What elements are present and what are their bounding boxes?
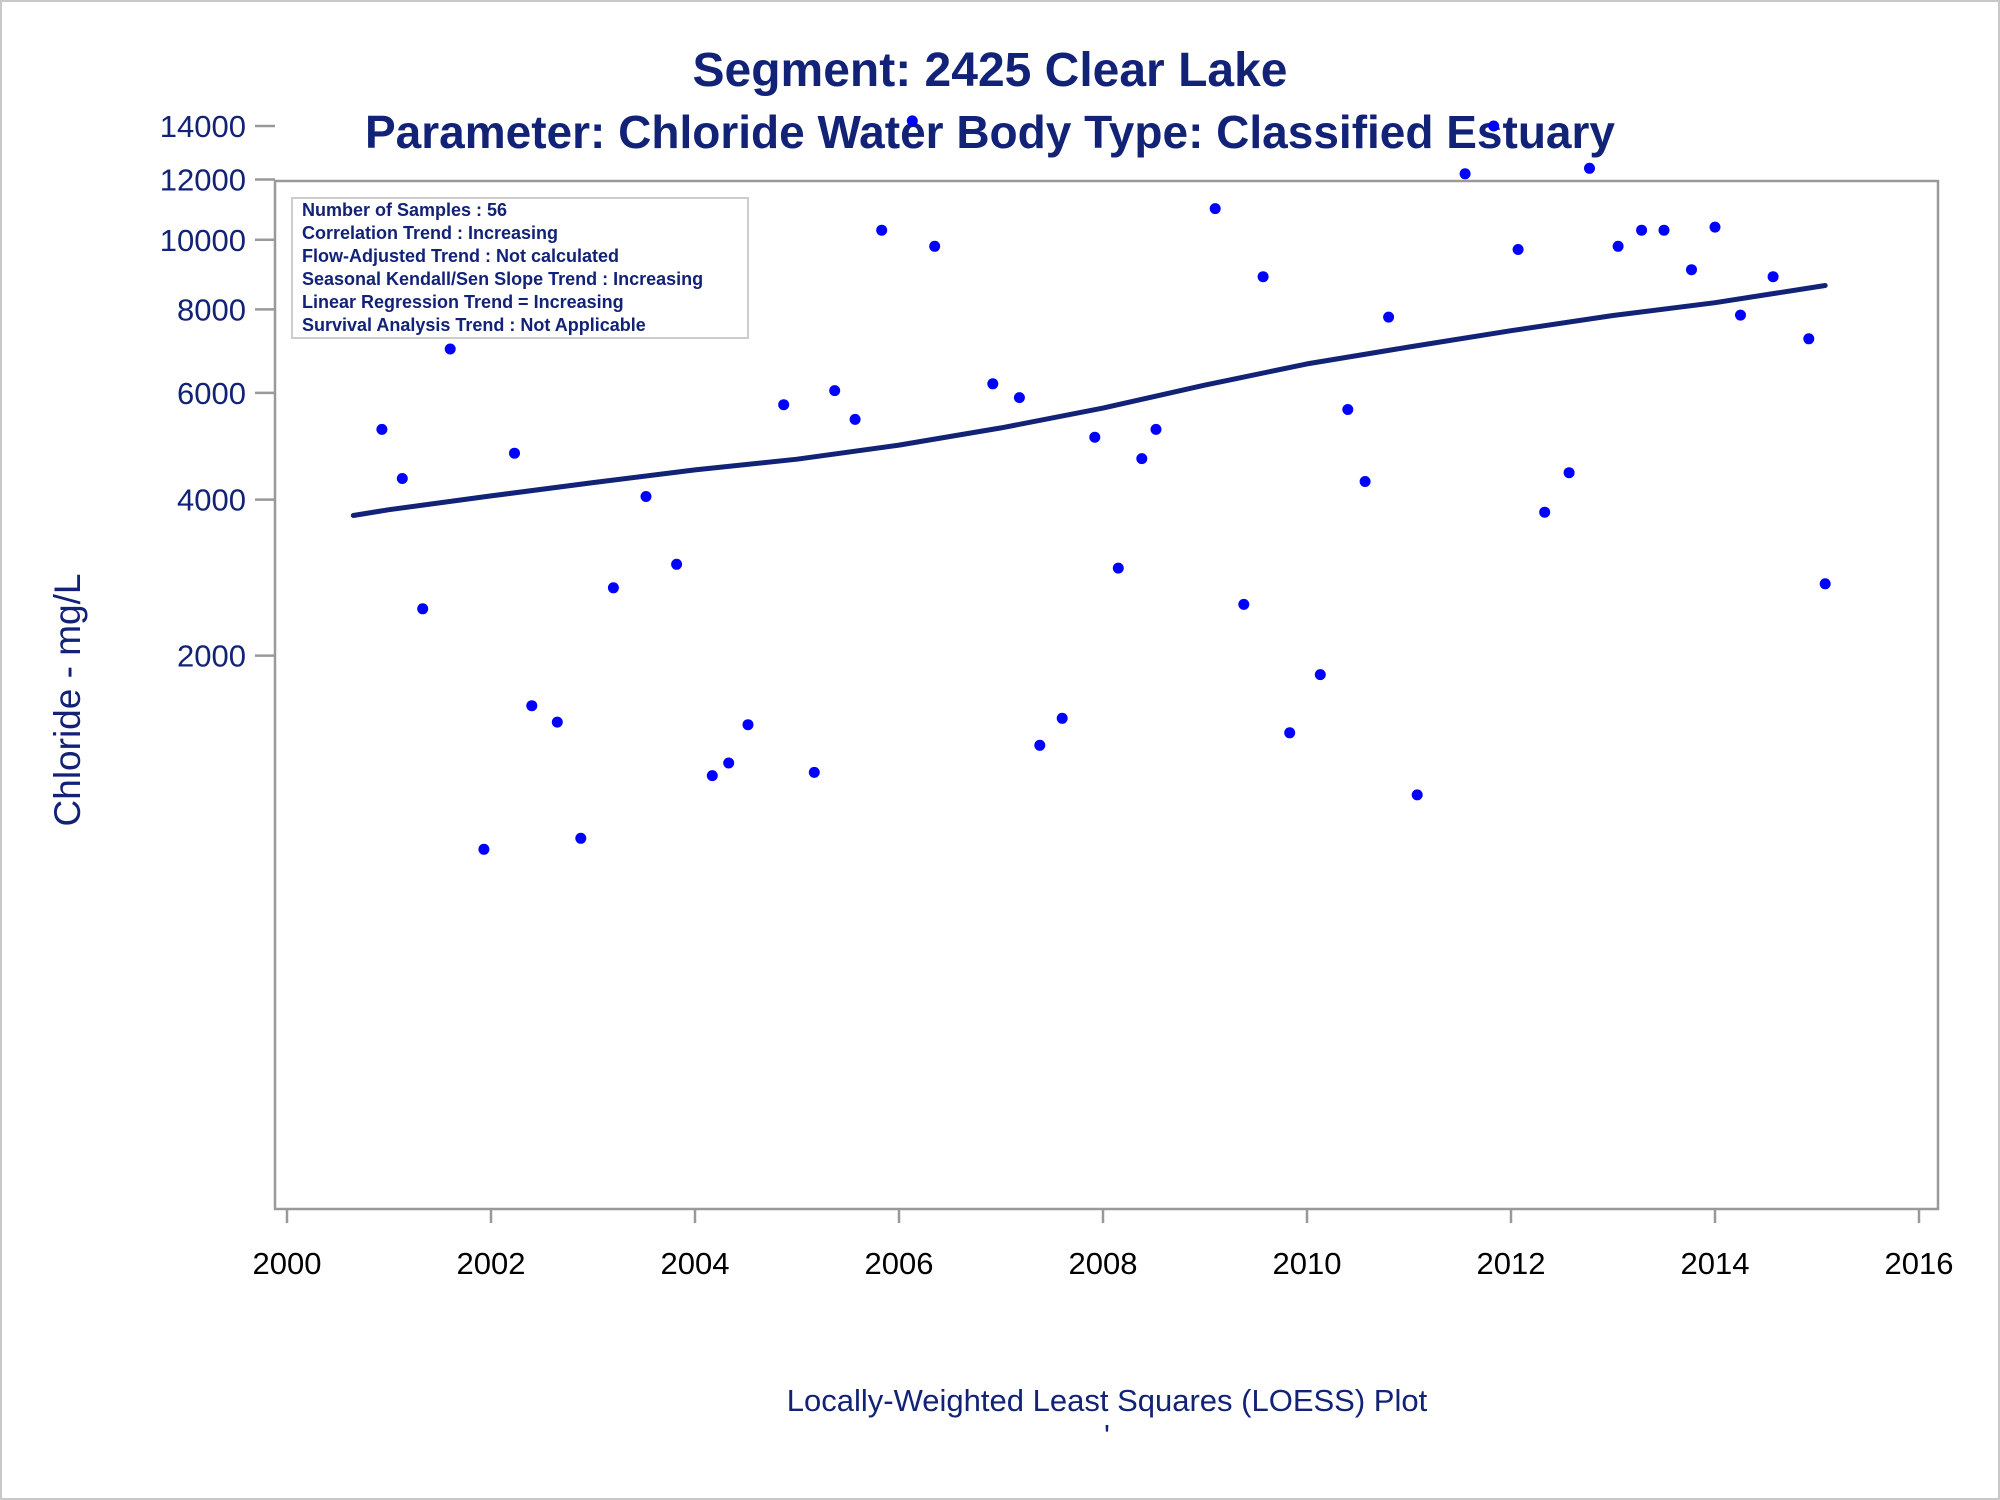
data-point — [1512, 244, 1524, 255]
x-tick-label: 2014 — [1681, 1246, 1750, 1281]
x-tick-label: 2000 — [253, 1246, 322, 1281]
y-tick-label: 8000 — [177, 292, 246, 327]
data-point — [1314, 669, 1326, 681]
y-tick-label: 10000 — [160, 223, 246, 258]
data-point — [742, 719, 754, 731]
data-point — [575, 832, 587, 844]
x-tick-label: 2012 — [1477, 1246, 1546, 1281]
data-point — [1709, 221, 1721, 233]
chart-title: Segment: 2425 Clear Lake — [693, 44, 1288, 97]
data-point — [876, 224, 888, 236]
data-point — [1056, 712, 1068, 724]
data-point — [1584, 162, 1595, 174]
data-point — [1459, 168, 1471, 180]
data-point — [1563, 467, 1575, 479]
data-point — [1658, 224, 1670, 236]
y-tick-label: 12000 — [160, 162, 246, 197]
x-axis: 2000 2002 2004 2006 2008 2010 2012 2014 2016 — [253, 1209, 1954, 1281]
data-point — [526, 700, 538, 712]
data-point — [1539, 506, 1551, 518]
data-point — [1150, 423, 1162, 435]
x-tick-label: 2010 — [1273, 1246, 1342, 1281]
data-point — [551, 716, 563, 728]
data-point — [906, 115, 918, 127]
data-point — [444, 343, 456, 355]
stats-line-6: Survival Analysis Trend : Not Applicable — [302, 315, 646, 335]
data-point — [778, 399, 790, 411]
data-point — [1013, 392, 1025, 404]
y-tick-label: 6000 — [177, 376, 246, 411]
x-tick-label: 2016 — [1885, 1246, 1954, 1281]
data-point — [1383, 311, 1395, 323]
y-axis-label: Chloride - mg/L — [47, 574, 88, 827]
data-point — [1209, 203, 1221, 215]
data-point — [1089, 431, 1101, 443]
data-point — [607, 582, 619, 594]
data-point — [640, 491, 652, 502]
stats-line-5: Linear Regression Trend = Increasing — [302, 292, 624, 312]
loess-line — [350, 283, 1828, 518]
y-tick-label: 2000 — [177, 639, 246, 674]
data-point — [1636, 224, 1648, 236]
stats-box: Number of Samples : 56 Correlation Trend… — [291, 197, 749, 339]
data-point — [1488, 120, 1500, 132]
data-point — [376, 423, 388, 435]
stats-line-1: Number of Samples : 56 — [302, 200, 507, 220]
data-point — [417, 603, 429, 615]
data-point — [1034, 739, 1046, 751]
data-point — [1735, 309, 1746, 321]
x-tick-label: 2008 — [1069, 1246, 1138, 1281]
data-point — [396, 473, 408, 484]
stats-line-2: Correlation Trend : Increasing — [302, 223, 558, 243]
data-point — [478, 843, 490, 855]
data-point — [1136, 453, 1148, 465]
data-point — [1803, 333, 1815, 345]
data-point — [1284, 727, 1296, 739]
data-point — [987, 378, 999, 390]
chart-subtitle: Parameter: Chloride Water Body Type: Cla… — [365, 106, 1615, 158]
y-axis: 2000 4000 6000 8000 10000 12000 14000 — [160, 109, 275, 674]
x-tick-label: 2002 — [457, 1246, 526, 1281]
data-point — [706, 770, 718, 782]
data-point — [1819, 578, 1831, 590]
data-point — [1686, 264, 1697, 276]
data-point — [808, 766, 820, 778]
y-tick-label: 14000 — [160, 109, 246, 144]
data-point — [1359, 476, 1371, 487]
data-point — [1342, 404, 1354, 415]
data-point — [723, 757, 735, 769]
data-point — [509, 447, 520, 459]
stats-line-3: Flow-Adjusted Trend : Not calculated — [302, 246, 619, 266]
footnote-mark: ' — [1104, 1418, 1110, 1453]
y-tick-label: 4000 — [177, 483, 246, 518]
stats-line-4: Seasonal Kendall/Sen Slope Trend : Incre… — [302, 269, 703, 289]
data-point — [1411, 789, 1423, 801]
x-tick-label: 2006 — [865, 1246, 934, 1281]
data-point — [1112, 562, 1124, 574]
stats-box-border — [291, 197, 749, 339]
data-point — [1612, 240, 1624, 252]
data-point — [929, 240, 941, 252]
data-point — [1257, 271, 1269, 283]
loess-line-group — [350, 283, 1828, 518]
footnote: Locally-Weighted Least Squares (LOESS) P… — [787, 1383, 1428, 1418]
x-tick-label: 2004 — [661, 1246, 730, 1281]
data-point — [829, 385, 841, 397]
data-point — [671, 558, 683, 570]
data-point — [1767, 271, 1779, 283]
data-point — [1238, 598, 1250, 610]
plot-area-frame — [273, 179, 1940, 1211]
data-point — [849, 413, 861, 425]
